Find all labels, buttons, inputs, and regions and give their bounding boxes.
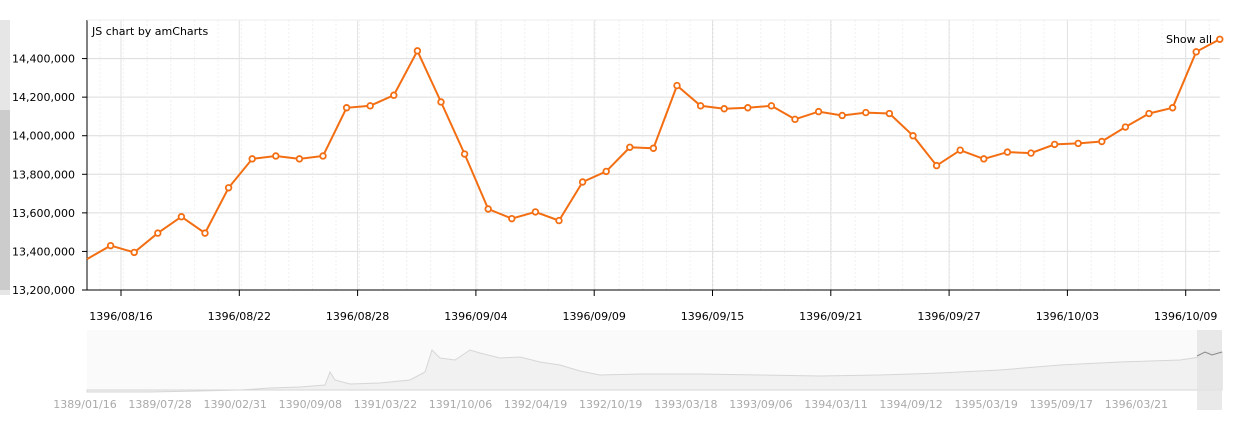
data-point[interactable] bbox=[130, 248, 138, 257]
data-point[interactable] bbox=[1216, 35, 1224, 43]
y-tick-label: 14,000,000 bbox=[12, 130, 75, 143]
data-point[interactable] bbox=[578, 178, 587, 186]
data-point[interactable] bbox=[1050, 140, 1059, 149]
data-point[interactable] bbox=[909, 132, 917, 140]
data-point[interactable] bbox=[154, 229, 162, 237]
scrollbar-tick-label: 1393/03/18 bbox=[654, 398, 717, 411]
x-axis-ticks: 1396/08/16 1396/08/22 1396/08/28 1396/09/04… bbox=[89, 290, 1217, 323]
scrollbar-tick-label: 1395/03/19 bbox=[954, 398, 1017, 411]
data-point[interactable] bbox=[484, 205, 492, 213]
data-point[interactable] bbox=[791, 115, 799, 124]
scrollbar-tick-label: 1396/03/21 bbox=[1105, 398, 1168, 411]
scrollbar-tick-label: 1391/10/06 bbox=[429, 398, 492, 411]
x-tick-label: 1396/09/21 bbox=[799, 310, 862, 323]
x-tick-label: 1396/09/15 bbox=[681, 310, 744, 323]
data-point[interactable] bbox=[248, 155, 256, 163]
y-tick-label: 14,200,000 bbox=[12, 91, 75, 104]
data-point[interactable] bbox=[838, 111, 846, 120]
y-tick-label: 13,400,000 bbox=[12, 245, 75, 258]
data-point[interactable] bbox=[1192, 48, 1200, 56]
scrollbar-tick-label: 1394/09/12 bbox=[879, 398, 942, 411]
axes bbox=[86, 19, 1220, 291]
y-axis-ticks: 13,200,000 13,400,000 13,600,000 13,800,000… bbox=[12, 53, 87, 297]
data-point[interactable] bbox=[531, 208, 540, 216]
data-point[interactable] bbox=[1098, 137, 1106, 146]
scrollbar-tick-label: 1390/09/08 bbox=[279, 398, 342, 411]
data-point[interactable] bbox=[1121, 123, 1130, 131]
x-tick-label: 1396/09/27 bbox=[917, 310, 980, 323]
data-point[interactable] bbox=[956, 146, 964, 154]
scrollbar-tick-label: 1395/09/17 bbox=[1030, 398, 1093, 411]
data-point[interactable] bbox=[342, 104, 351, 112]
scrollbar-tick-label: 1389/01/16 bbox=[53, 398, 116, 411]
data-point[interactable] bbox=[319, 152, 327, 160]
x-tick-label: 1396/08/22 bbox=[208, 310, 271, 323]
data-point[interactable] bbox=[767, 102, 776, 110]
scrollbar-tick-label: 1389/07/28 bbox=[128, 398, 191, 411]
data-point[interactable] bbox=[437, 98, 445, 106]
data-point[interactable] bbox=[744, 104, 752, 112]
y-tick-label: 13,200,000 bbox=[12, 284, 75, 297]
chart-credit[interactable]: JS chart by amCharts bbox=[91, 25, 208, 38]
data-point[interactable] bbox=[626, 143, 634, 151]
data-point[interactable] bbox=[862, 108, 870, 117]
scrollbar-tick-label: 1390/02/31 bbox=[203, 398, 266, 411]
scrollbar-selected-line bbox=[1196, 351, 1223, 357]
x-tick-label: 1396/08/16 bbox=[89, 310, 152, 323]
data-point[interactable] bbox=[1168, 104, 1177, 112]
x-tick-label: 1396/10/09 bbox=[1154, 310, 1217, 323]
data-point[interactable] bbox=[814, 107, 823, 116]
y-tick-label: 13,800,000 bbox=[12, 168, 75, 181]
scrollbar-tick-label: 1392/04/19 bbox=[504, 398, 567, 411]
data-point[interactable] bbox=[413, 47, 422, 55]
data-point[interactable] bbox=[885, 109, 894, 118]
data-point[interactable] bbox=[201, 229, 209, 237]
scrollbar-tick-label: 1392/10/19 bbox=[579, 398, 642, 411]
scrollbar-overview bbox=[86, 349, 1223, 393]
x-tick-label: 1396/09/04 bbox=[444, 310, 507, 323]
data-point[interactable] bbox=[932, 161, 941, 170]
data-point[interactable] bbox=[177, 213, 186, 221]
date-scrollbar[interactable]: 1389/01/16 1389/07/28 1390/02/31 1390/09/08… bbox=[53, 330, 1223, 411]
show-all-button[interactable]: Show all bbox=[1166, 33, 1212, 46]
x-tick-label: 1396/10/03 bbox=[1036, 310, 1099, 323]
data-point[interactable] bbox=[390, 91, 398, 99]
data-point[interactable] bbox=[673, 81, 681, 90]
data-point[interactable] bbox=[508, 214, 516, 223]
data-point[interactable] bbox=[272, 152, 280, 160]
data-point[interactable] bbox=[106, 241, 115, 250]
scrollbar-tick-label: 1391/03/22 bbox=[354, 398, 417, 411]
y-tick-label: 13,600,000 bbox=[12, 207, 75, 220]
data-point[interactable] bbox=[720, 105, 728, 113]
data-point[interactable] bbox=[696, 102, 705, 110]
series bbox=[86, 35, 1224, 260]
grid bbox=[87, 20, 1220, 291]
data-point[interactable] bbox=[649, 144, 658, 152]
data-point[interactable] bbox=[224, 184, 233, 192]
x-tick-label: 1396/09/09 bbox=[562, 310, 625, 323]
value-axis-scroll-thumb[interactable] bbox=[0, 110, 10, 290]
x-tick-label: 1396/08/28 bbox=[326, 310, 389, 323]
scrollbar-tick-label: 1394/03/11 bbox=[804, 398, 867, 411]
y-tick-label: 14,400,000 bbox=[12, 53, 75, 66]
data-point[interactable] bbox=[460, 150, 469, 158]
scrollbar-selection[interactable] bbox=[1197, 330, 1222, 410]
data-point[interactable] bbox=[602, 167, 610, 176]
data-point[interactable] bbox=[1145, 109, 1153, 118]
data-point[interactable] bbox=[295, 155, 304, 163]
data-point[interactable] bbox=[1027, 149, 1035, 157]
data-point[interactable] bbox=[366, 102, 374, 110]
scrollbar-tick-label: 1393/09/06 bbox=[729, 398, 792, 411]
data-point[interactable] bbox=[980, 155, 988, 163]
data-point[interactable] bbox=[555, 216, 563, 225]
data-point[interactable] bbox=[1003, 148, 1012, 156]
data-point[interactable] bbox=[1074, 139, 1082, 148]
